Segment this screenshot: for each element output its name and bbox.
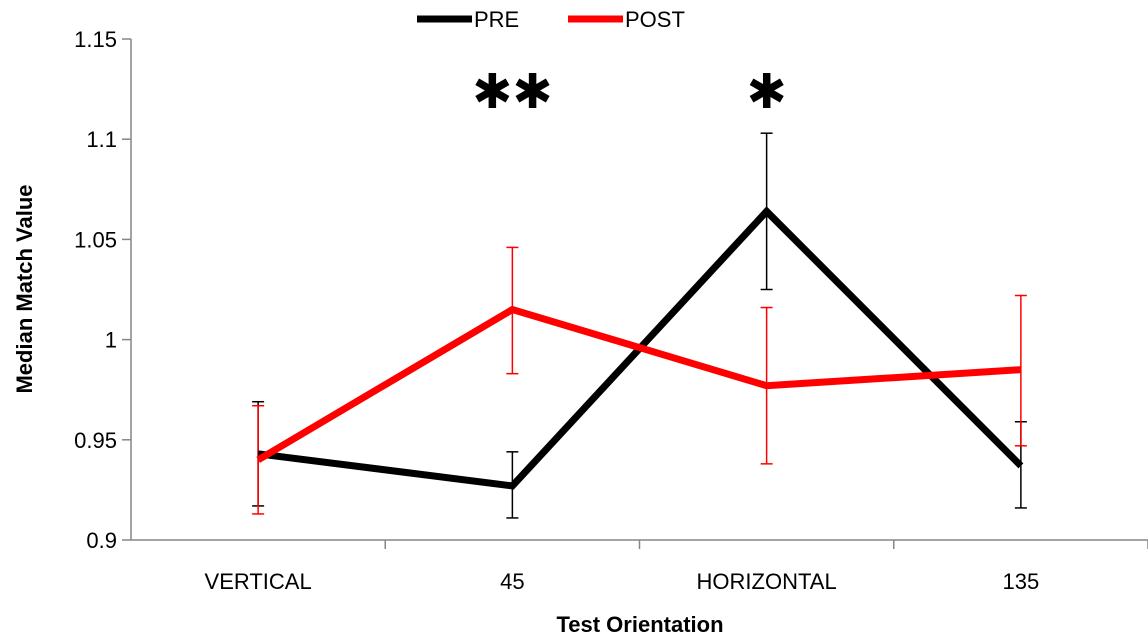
plot-area xyxy=(252,132,1027,519)
legend: PRE POST xyxy=(417,7,685,32)
y-tick-label: 0.9 xyxy=(86,528,117,553)
x-tick-label: 135 xyxy=(1003,569,1040,594)
x-tick-label: VERTICAL xyxy=(205,569,312,594)
significance-marker: ✱✱ xyxy=(472,64,552,120)
x-tick-label: 45 xyxy=(500,569,524,594)
y-tick-label: 1.1 xyxy=(86,127,117,152)
x-axis: VERTICAL 45 HORIZONTAL 135 xyxy=(131,539,1148,594)
y-axis: 0.9 0.95 1 1.05 1.1 1.15 xyxy=(74,27,132,553)
y-tick-label: 0.95 xyxy=(74,428,117,453)
y-tick-label: 1 xyxy=(105,328,117,353)
legend-label-pre: PRE xyxy=(474,7,519,32)
x-tick-label: HORIZONTAL xyxy=(697,569,837,594)
y-tick-label: 1.05 xyxy=(74,227,117,252)
x-axis-title: Test Orientation xyxy=(556,612,723,637)
significance-annotations: ✱✱ ✱ xyxy=(472,64,787,120)
post-series-line xyxy=(256,305,1022,463)
y-tick-label: 1.15 xyxy=(74,27,117,52)
significance-marker: ✱ xyxy=(747,64,787,120)
y-axis-title: Median Match Value xyxy=(12,184,37,393)
legend-label-post: POST xyxy=(625,7,685,32)
